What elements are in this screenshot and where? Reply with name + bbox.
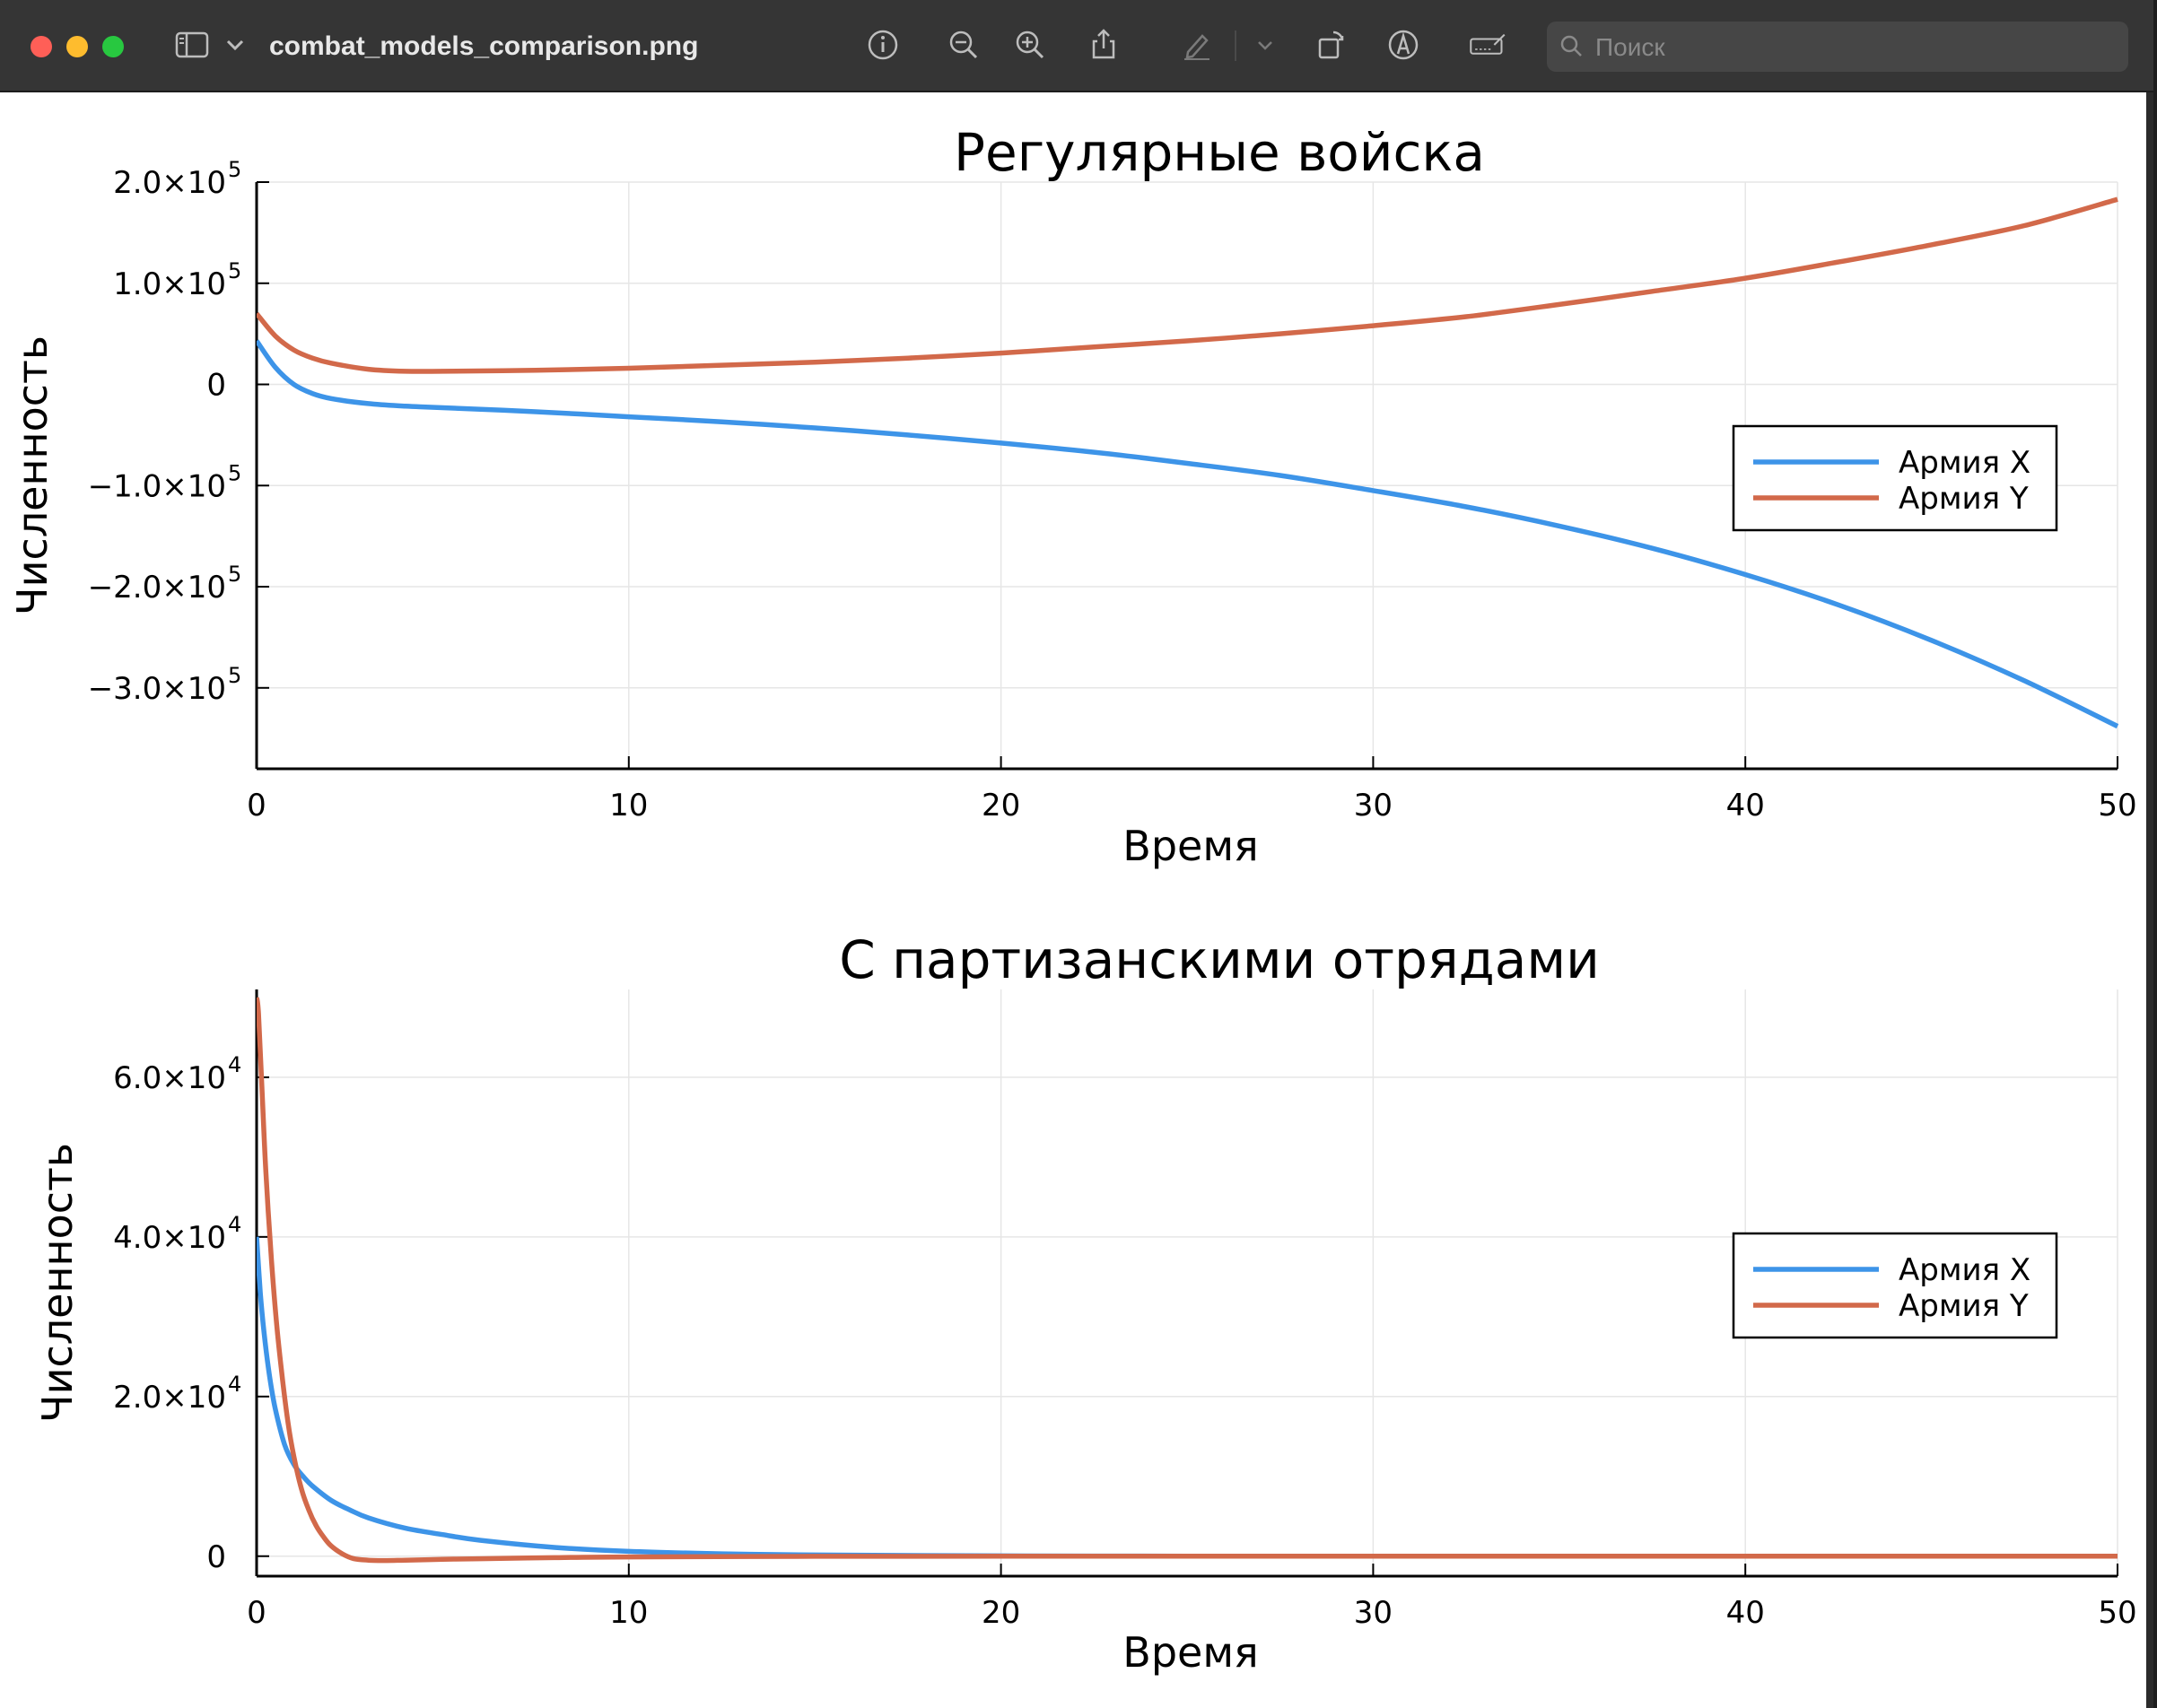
- toolbar-divider: [1235, 30, 1236, 61]
- chart-2: 0 10 20 30 40 506.0×10 44.0×10 42.0×10 40С парти…: [33, 929, 2137, 1677]
- search-icon: [1556, 30, 1588, 63]
- y-tick-label: 6.0×10: [113, 1060, 226, 1096]
- plot-canvas: 0 10 20 30 40 502.0×10 51.0×10 50−1.0×10 5−2.0×1…: [8, 122, 2137, 1677]
- y-tick-exponent: 4: [228, 1052, 241, 1077]
- search-field[interactable]: [1547, 22, 2128, 72]
- y-tick-exponent: 4: [228, 1212, 241, 1237]
- x-tick-label: 40: [1726, 788, 1765, 824]
- y-tick-label: 1.0×10: [113, 266, 226, 302]
- x-tick-label: 50: [2098, 788, 2136, 824]
- x-tick-label: 0: [247, 788, 266, 824]
- minimize-button[interactable]: [66, 36, 88, 57]
- series-line-army-y: [257, 997, 2118, 1564]
- close-button[interactable]: [31, 36, 52, 57]
- markup-circle-icon[interactable]: [1384, 25, 1423, 65]
- chevron-down-icon[interactable]: [215, 25, 248, 65]
- search-input[interactable]: [1594, 29, 2118, 66]
- x-tick-label: 50: [2098, 1595, 2136, 1631]
- y-tick-exponent: 4: [228, 1372, 241, 1397]
- y-tick-label: 2.0×10: [113, 165, 226, 201]
- legend-label: Армия X: [1899, 1252, 2030, 1288]
- x-tick-label: 20: [982, 788, 1020, 824]
- chart-1: 0 10 20 30 40 502.0×10 51.0×10 50−1.0×10 5−2.0×1…: [8, 122, 2137, 870]
- chevron-down-icon[interactable]: [1245, 25, 1278, 65]
- info-icon[interactable]: [863, 25, 903, 65]
- y-tick-label: 4.0×10: [113, 1220, 226, 1256]
- legend-label: Армия Y: [1899, 1288, 2029, 1324]
- share-icon[interactable]: [1084, 25, 1123, 65]
- x-tick-label: 30: [1354, 1595, 1393, 1631]
- y-tick-label: −1.0×10: [88, 468, 226, 504]
- chart-title: Регулярные войска: [954, 122, 1485, 183]
- series-line-army-x: [257, 339, 2119, 729]
- signature-icon[interactable]: [1468, 25, 1516, 65]
- y-tick-label: −2.0×10: [88, 570, 226, 606]
- window-edge: [2146, 92, 2153, 1708]
- x-axis-label: Время: [1122, 822, 1258, 870]
- y-tick-exponent: 5: [228, 460, 241, 485]
- legend-box: [1732, 424, 2058, 532]
- legend-label: Армия Y: [1899, 481, 2029, 517]
- zoom-out-icon[interactable]: [944, 25, 983, 65]
- legend-label: Армия X: [1899, 445, 2030, 481]
- y-tick-exponent: 5: [228, 157, 241, 182]
- x-axis-label: Время: [1122, 1628, 1258, 1677]
- rotate-icon[interactable]: [1312, 25, 1351, 65]
- x-tick-label: 10: [609, 788, 648, 824]
- x-tick-label: 40: [1726, 1595, 1765, 1631]
- x-tick-label: 10: [609, 1595, 648, 1631]
- y-axis-label: Численность: [8, 336, 57, 615]
- x-tick-label: 30: [1354, 788, 1393, 824]
- x-tick-label: 0: [247, 1595, 266, 1631]
- markup-pen-icon[interactable]: [1177, 25, 1217, 65]
- y-tick-label: −3.0×10: [88, 671, 226, 707]
- zoom-button[interactable]: [102, 36, 124, 57]
- x-tick-label: 20: [982, 1595, 1020, 1631]
- series-line-army-y: [257, 196, 2118, 374]
- y-tick-label: 0: [206, 1539, 226, 1575]
- legend-box: [1732, 1232, 2058, 1339]
- y-tick-label: 2.0×10: [113, 1380, 226, 1416]
- y-tick-exponent: 5: [228, 562, 241, 587]
- document-title: combat_models_comparison.png: [269, 31, 699, 61]
- chart-title: С партизанскими отрядами: [839, 929, 1600, 990]
- y-axis-label: Численность: [33, 1143, 82, 1423]
- y-tick-exponent: 5: [228, 663, 241, 688]
- y-tick-exponent: 5: [228, 258, 241, 283]
- sidebar-icon[interactable]: [172, 25, 212, 65]
- title-bar: combat_models_comparison.png: [0, 0, 2153, 92]
- y-tick-label: 0: [206, 368, 226, 404]
- zoom-in-icon[interactable]: [1010, 25, 1050, 65]
